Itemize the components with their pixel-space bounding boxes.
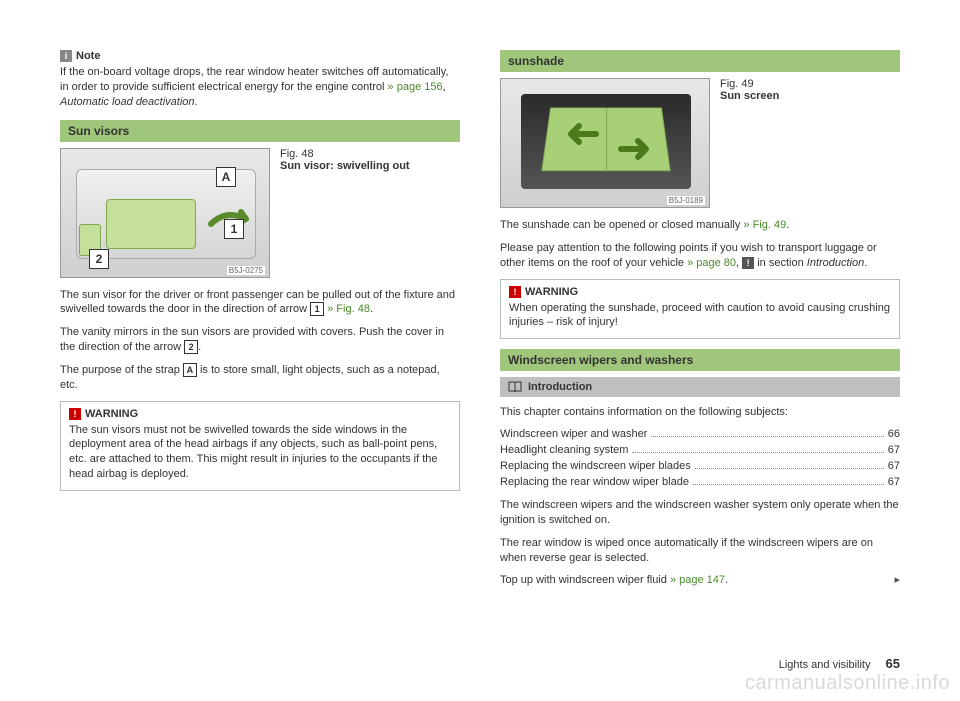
callout-2: 2 bbox=[89, 249, 109, 269]
warning-header: ! WARNING bbox=[509, 286, 891, 298]
arrow-icon bbox=[616, 134, 656, 167]
figure-code: B5J-0275 bbox=[227, 266, 265, 275]
paragraph: The windscreen wipers and the windscreen… bbox=[500, 498, 900, 528]
section-sunshade: sunshade bbox=[500, 50, 900, 72]
figure-48-caption: Fig. 48 Sun visor: swivelling out bbox=[280, 148, 410, 172]
watermark: carmanualsonline.info bbox=[745, 672, 950, 695]
paragraph: The sun visor for the driver or front pa… bbox=[60, 288, 460, 318]
paragraph: Top up with windscreen wiper fluid » pag… bbox=[500, 573, 900, 588]
warning-box: ! WARNING When operating the sunshade, p… bbox=[500, 279, 900, 340]
roof-interior bbox=[521, 94, 691, 189]
figure-48-image: A 1 2 B5J-0275 bbox=[60, 148, 270, 278]
note-paragraph: If the on-board voltage drops, the rear … bbox=[60, 65, 460, 110]
warning-header: ! WARNING bbox=[69, 408, 451, 420]
toc-row[interactable]: Replacing the rear window wiper blade 67 bbox=[500, 476, 900, 488]
paragraph: The sunshade can be opened or closed man… bbox=[500, 218, 900, 233]
toc-row[interactable]: Headlight cleaning system 67 bbox=[500, 444, 900, 456]
page-number: 65 bbox=[886, 656, 900, 671]
figure-code: B5J-0189 bbox=[667, 196, 705, 205]
info-icon: i bbox=[60, 50, 72, 62]
warning-text: The sun visors must not be swivelled tow… bbox=[69, 423, 451, 482]
toc-row[interactable]: Replacing the windscreen wiper blades 67 bbox=[500, 460, 900, 472]
callout-1: 1 bbox=[224, 219, 244, 239]
paragraph: Please pay attention to the following po… bbox=[500, 241, 900, 271]
continue-icon: ▸ bbox=[894, 573, 900, 588]
page-link[interactable]: » page 147 bbox=[670, 574, 725, 586]
toc: Windscreen wiper and washer 66 Headlight… bbox=[500, 428, 900, 488]
fig-link[interactable]: » Fig. 48 bbox=[324, 303, 370, 315]
toc-row[interactable]: Windscreen wiper and washer 66 bbox=[500, 428, 900, 440]
note-label: Note bbox=[76, 50, 100, 62]
toc-leader bbox=[693, 484, 884, 485]
figure-49: B5J-0189 Fig. 49 Sun screen bbox=[500, 78, 900, 208]
toc-leader bbox=[695, 468, 884, 469]
toc-leader bbox=[632, 452, 883, 453]
paragraph: The vanity mirrors in the sun visors are… bbox=[60, 325, 460, 355]
page-footer: Lights and visibility 65 bbox=[779, 656, 900, 671]
paragraph: The purpose of the strap A is to store s… bbox=[60, 363, 460, 393]
note-header: i Note bbox=[60, 50, 460, 62]
paragraph: The rear window is wiped once automatica… bbox=[500, 536, 900, 566]
section-sun-visors: Sun visors bbox=[60, 120, 460, 142]
figure-49-caption: Fig. 49 Sun screen bbox=[720, 78, 779, 102]
book-icon bbox=[508, 381, 522, 393]
warning-box: ! WARNING The sun visors must not be swi… bbox=[60, 401, 460, 491]
figure-48: A 1 2 B5J-0275 Fig. 48 Sun visor: swivel… bbox=[60, 148, 460, 278]
section-wipers: Windscreen wipers and washers bbox=[500, 349, 900, 371]
inline-callout-2: 2 bbox=[184, 340, 198, 354]
warning-icon: ! bbox=[509, 286, 521, 298]
inline-callout-a: A bbox=[183, 363, 197, 377]
callout-a: A bbox=[216, 167, 236, 187]
warning-icon: ! bbox=[742, 257, 754, 269]
right-column: sunshade B5J-0189 Fig. 49 Sun screen bbox=[500, 50, 900, 596]
subsection-introduction: Introduction bbox=[500, 377, 900, 397]
intro-text: This chapter contains information on the… bbox=[500, 405, 900, 420]
warning-icon: ! bbox=[69, 408, 81, 420]
left-column: i Note If the on-board voltage drops, th… bbox=[60, 50, 460, 596]
page-link[interactable]: » page 156 bbox=[388, 81, 443, 93]
inline-callout-1: 1 bbox=[310, 302, 324, 316]
toc-leader bbox=[651, 436, 883, 437]
footer-section: Lights and visibility bbox=[779, 659, 871, 671]
warning-text: When operating the sunshade, proceed wit… bbox=[509, 301, 891, 331]
arrow-icon bbox=[561, 119, 601, 152]
vanity-mirror bbox=[106, 199, 196, 249]
figure-49-image: B5J-0189 bbox=[500, 78, 710, 208]
page-link[interactable]: » page 80 bbox=[687, 257, 736, 269]
fig-link[interactable]: » Fig. 49 bbox=[743, 219, 786, 231]
